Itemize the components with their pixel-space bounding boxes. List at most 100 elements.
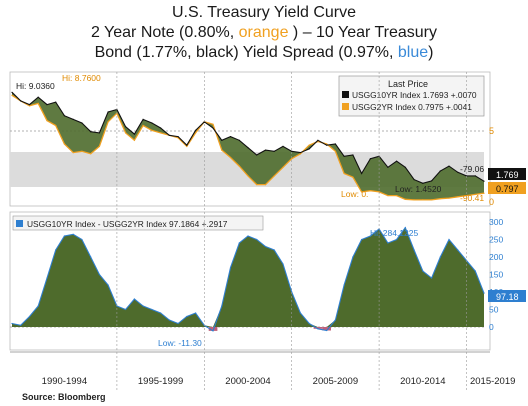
- two-year-line-point: [448, 197, 450, 199]
- two-year-line-point: [11, 94, 13, 96]
- bottom-annotations: Hi: 284.1225 Low: -11.30: [158, 228, 418, 348]
- two-year-line-point: [212, 123, 214, 125]
- spread-point: [247, 235, 249, 237]
- two-year-line-point: [238, 165, 240, 167]
- ten-year-line-point: [37, 96, 39, 98]
- spread-point: [195, 312, 197, 314]
- legend-label-10y: USGG10YR Index 1.7693 +.0070: [352, 90, 477, 100]
- spread-point: [448, 238, 450, 241]
- two-year-line-point: [186, 145, 188, 147]
- ten-year-line-point: [151, 122, 153, 124]
- ten-year-line-point: [63, 115, 65, 117]
- spread-point: [334, 319, 336, 321]
- spread-point: [107, 284, 109, 286]
- two-year-line-point: [396, 195, 398, 197]
- spread-point: [413, 249, 415, 251]
- top-annotations: Hi: 9.0360 Hi: 8.7600 Low: 0. Low: 1.452…: [16, 73, 484, 203]
- spread-point: [221, 305, 223, 307]
- ten-year-line-point: [299, 152, 301, 154]
- ten-year-line-point: [46, 104, 48, 106]
- two-year-line-point: [431, 199, 433, 201]
- ten-year-line-point: [413, 179, 415, 181]
- bottom-y-tick-label: 200: [489, 252, 503, 262]
- two-year-line-point: [46, 120, 48, 122]
- title-line-1: U.S. Treasury Yield Curve: [171, 4, 357, 21]
- spread-point: [431, 277, 433, 279]
- two-year-line-point: [195, 132, 197, 134]
- ten-year-line-point: [133, 133, 135, 135]
- ten-year-line-point: [221, 139, 223, 141]
- ten-year-line-point: [343, 155, 345, 157]
- bottom-y-tick-label: 0: [489, 322, 494, 332]
- spread-point: [98, 273, 100, 276]
- ten-year-line-point: [55, 101, 57, 103]
- two-year-line-point: [387, 195, 389, 197]
- two-year-line-point: [282, 166, 284, 168]
- bottom-y-tick-label: 150: [489, 270, 503, 280]
- two-year-line-point: [439, 198, 441, 200]
- two-year-line-point: [474, 193, 476, 195]
- spread-point: [256, 238, 258, 241]
- bottom-legend-bg: [12, 215, 264, 231]
- ten-year-line-point: [404, 166, 406, 168]
- title-line-3: Bond (1.77%, black) Yield Spread (0.97%,…: [94, 44, 434, 61]
- two-year-line-point: [72, 152, 74, 154]
- two-year-line-point: [28, 105, 31, 107]
- ten-year-line-point: [195, 129, 197, 131]
- two-year-line-point: [422, 199, 424, 201]
- legend-swatch-spread: [16, 220, 23, 227]
- spread-area-fill: [12, 227, 484, 327]
- two-year-line-point: [90, 153, 92, 155]
- bottom-legend-box: USGG10YR Index - USGG2YR Index 97.1864 +…: [12, 215, 264, 231]
- two-year-line-point: [125, 132, 127, 134]
- ten-year-line-point: [20, 100, 22, 102]
- bottom-panel: 300250200150100500 USGG10YR Index - USGG…: [9, 211, 526, 351]
- annotation-right-1: -79.06: [460, 164, 484, 174]
- spread-point: [474, 270, 476, 272]
- source-note: Source: Bloomberg: [22, 392, 106, 402]
- spread-point: [404, 227, 406, 229]
- ten-year-line-point: [107, 111, 109, 113]
- two-year-line-point: [361, 191, 363, 193]
- ten-year-line-point: [238, 139, 240, 141]
- spread-point: [142, 305, 144, 307]
- annotation-low-10y: Low: 1.4520: [395, 184, 442, 194]
- ten-year-line-point: [247, 147, 249, 149]
- two-year-line-point: [404, 198, 406, 200]
- tag-bg-2y: [488, 182, 526, 194]
- annotation-hi-10y: Hi: 9.0360: [16, 81, 55, 91]
- legend-label-spread: USGG10YR Index - USGG2YR Index 97.1864 +…: [27, 219, 228, 229]
- two-year-line-point: [291, 158, 293, 160]
- x-tick-label: 1990-1994: [42, 376, 87, 387]
- ten-year-line-point: [125, 126, 127, 128]
- spread-point: [168, 319, 170, 321]
- spread-point: [81, 238, 83, 241]
- spread-point: [63, 235, 65, 237]
- yield-gap-fill: [12, 92, 484, 200]
- spread-point: [326, 329, 328, 332]
- spread-point: [20, 324, 22, 326]
- spread-point: [229, 266, 232, 269]
- spread-point: [343, 284, 345, 286]
- two-year-line-point: [55, 124, 57, 127]
- annotation-right-2: -90.41: [460, 193, 484, 203]
- spread-point: [90, 256, 92, 258]
- two-year-line-point: [413, 199, 415, 201]
- spread-point: [422, 270, 424, 272]
- bottom-plot-area: [11, 226, 485, 332]
- two-year-line-group: [11, 94, 485, 201]
- ten-year-line-point: [72, 118, 74, 120]
- spread-point: [55, 249, 57, 251]
- spread-point: [238, 242, 240, 244]
- ten-year-line-point: [396, 160, 398, 162]
- tag-text-spread: 97.18: [496, 292, 519, 302]
- two-year-line-point: [369, 190, 371, 192]
- title-line-2: 2 Year Note (0.80%, orange ) – 10 Year T…: [90, 24, 437, 41]
- two-year-line-point: [221, 149, 223, 151]
- ten-year-line-point: [457, 171, 459, 173]
- ten-year-line-point: [474, 175, 476, 177]
- spread-point: [264, 245, 267, 248]
- ten-year-line-point: [28, 104, 31, 106]
- spread-point: [11, 322, 13, 325]
